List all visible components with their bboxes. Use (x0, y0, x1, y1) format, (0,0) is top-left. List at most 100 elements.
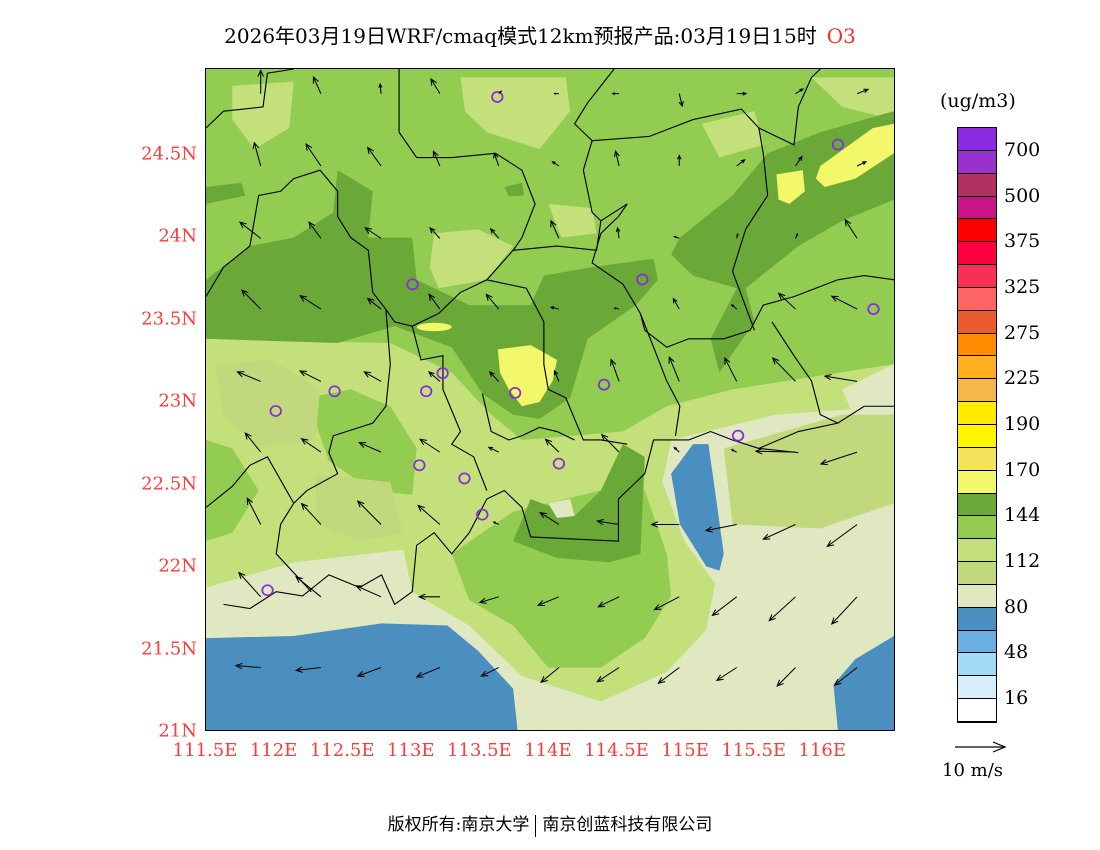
province-border (398, 69, 536, 251)
contour-region-pale (842, 364, 894, 415)
wind-arrow (672, 297, 680, 310)
y-tick-label: 23N (158, 390, 197, 412)
province-border (758, 69, 821, 146)
wind-arrow (356, 500, 382, 525)
wind-arrow (417, 593, 440, 600)
wind-arrow (366, 297, 382, 310)
wind-arrow (668, 355, 680, 382)
province-border (206, 169, 894, 348)
contour-region-dark (206, 182, 246, 204)
colorbar-swatch (958, 333, 996, 357)
station-markers (261, 91, 880, 597)
colorbar-label: 112 (1004, 550, 1041, 573)
wind-arrow (856, 88, 870, 95)
colorbar-label: 375 (1004, 230, 1041, 253)
wind-arrow (418, 438, 441, 453)
colorbar-label: 700 (1004, 138, 1041, 161)
wind-arrow (650, 521, 680, 528)
wind-arrow (428, 371, 441, 382)
wind-arrow (294, 666, 321, 673)
wind-arrow (252, 141, 262, 167)
province-border (592, 108, 769, 331)
wind-arrow (295, 576, 322, 598)
wind-arrow (489, 227, 500, 239)
contour-region-blue (833, 635, 894, 730)
wind-arrow (363, 371, 382, 382)
copyright-right: 南京创蓝科技有限公司 (542, 815, 713, 835)
colorbar-swatch (958, 310, 996, 334)
colorbar-swatch (958, 493, 996, 517)
contour-region-yellow (815, 123, 894, 188)
station-marker (458, 472, 471, 485)
wind-arrow (478, 596, 499, 604)
colorbar-swatch (958, 447, 996, 471)
province-border (206, 69, 294, 129)
x-tick-label: 112.5E (309, 740, 375, 761)
wind-arrow (544, 438, 560, 453)
station-marker (636, 273, 649, 286)
colorbar-swatch (958, 196, 996, 220)
wind-arrow (673, 235, 680, 239)
wind-arrow (610, 358, 620, 382)
contour-region-yellow (776, 170, 805, 204)
wind-arrow (487, 446, 499, 453)
wind-arrow (312, 75, 322, 94)
wind-arrow (549, 306, 560, 310)
wind-arrow (823, 374, 858, 382)
wind-arrow (355, 585, 382, 598)
wind-arrow (615, 226, 621, 239)
x-tick-label: 115E (661, 740, 709, 761)
copyright-left: 版权所有:南京大学 (387, 815, 530, 835)
y-tick-label: 21.5N (141, 638, 197, 660)
station-marker (731, 429, 745, 442)
colorbar-swatch (958, 242, 996, 266)
wind-arrow (492, 521, 499, 525)
wind-arrow (540, 667, 560, 684)
wind-arrow (553, 369, 560, 382)
wind-arrow (240, 289, 262, 310)
city-border (771, 321, 839, 424)
wind-arrow (830, 295, 858, 310)
colorbar-swatch (958, 265, 996, 288)
x-tick-label: 114E (524, 740, 572, 761)
colorbar-swatch (958, 173, 996, 197)
wind-arrow (298, 295, 322, 310)
contour-region-base (306, 389, 417, 495)
contour-region-light (548, 203, 597, 238)
y-tick-label: 22N (158, 555, 197, 577)
wind-arrow (485, 293, 500, 310)
wind-arrow (736, 91, 748, 96)
colorbar (957, 127, 997, 723)
wind-arrow (238, 571, 262, 598)
x-tick-label: 114.5E (584, 740, 649, 761)
wind-arrow (830, 596, 858, 625)
station-marker (508, 387, 522, 399)
wind-arrow (776, 667, 796, 687)
city-border (411, 326, 488, 491)
wind-arrow (305, 143, 322, 167)
station-marker (476, 508, 489, 521)
wind-arrow (538, 511, 560, 525)
station-marker (867, 303, 880, 315)
wind-arrow (300, 438, 322, 453)
wind-arrow (430, 77, 441, 94)
wind-arrow (488, 370, 500, 382)
contour-region-light (811, 77, 894, 120)
y-tick-label: 21N (158, 720, 197, 742)
wind-arrow (736, 159, 746, 167)
wind-arrow (236, 371, 261, 382)
map-plot-area (205, 68, 895, 731)
wind-arrow (246, 497, 262, 525)
wind-arrow (244, 432, 262, 453)
contour-region-light2 (723, 414, 894, 529)
wind-arrow (736, 232, 739, 239)
x-tick-label: 111.5E (172, 740, 238, 761)
colorbar-swatch (958, 424, 996, 448)
reference-wind-label: 10 m/s (942, 760, 1003, 781)
colorbar-swatch (958, 356, 996, 380)
city-border (275, 309, 391, 593)
contour-region-light2 (214, 359, 321, 449)
wind-arrow (597, 596, 620, 608)
wind-arrow (704, 523, 737, 533)
wind-arrow (856, 161, 868, 167)
